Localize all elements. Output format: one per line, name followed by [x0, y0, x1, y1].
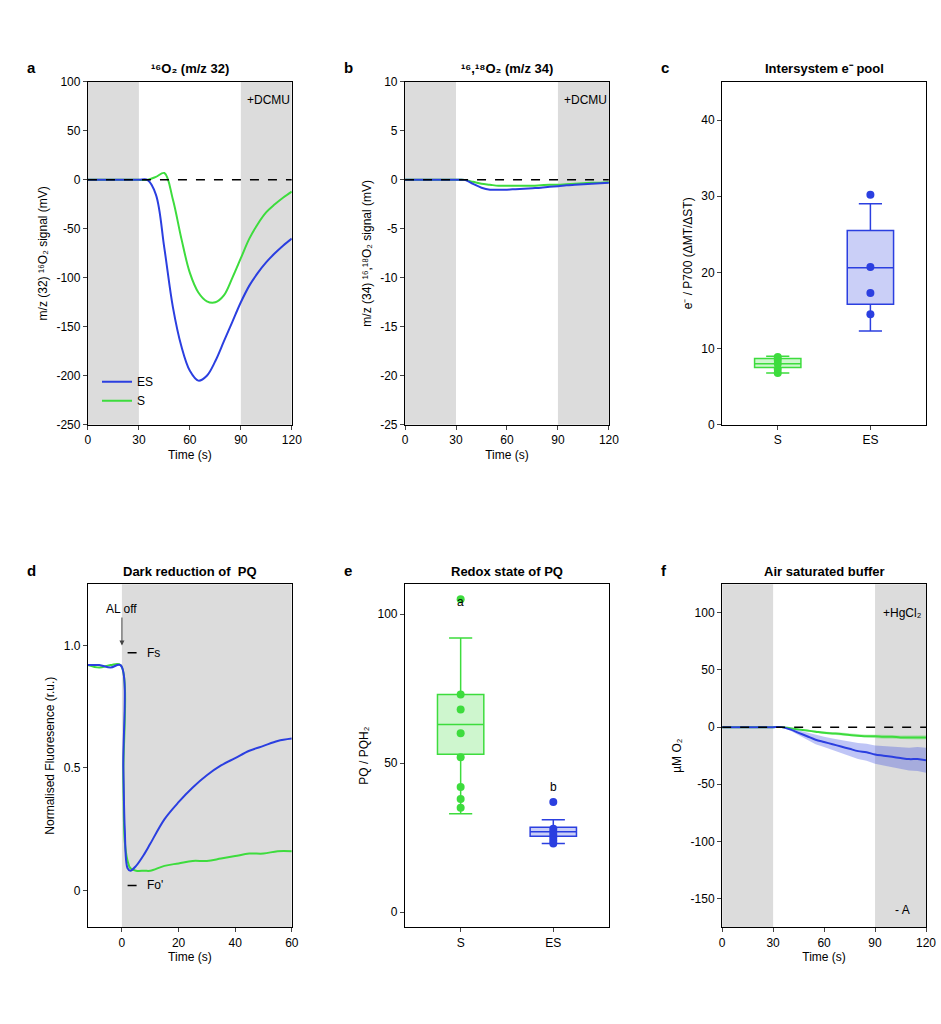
svg-text:- A: - A	[895, 903, 910, 917]
svg-text:0: 0	[119, 936, 126, 950]
svg-text:0: 0	[402, 433, 409, 447]
svg-text:+DCMU: +DCMU	[247, 93, 290, 107]
svg-text:0: 0	[74, 884, 81, 898]
svg-text:60: 60	[285, 936, 299, 950]
svg-text:Fs: Fs	[147, 646, 160, 660]
svg-text:-50: -50	[63, 222, 81, 236]
svg-text:-10: -10	[380, 271, 398, 285]
svg-text:60: 60	[500, 433, 514, 447]
svg-text:120: 120	[599, 433, 619, 447]
svg-text:AL off: AL off	[106, 602, 137, 616]
svg-text:0: 0	[391, 905, 398, 919]
svg-text:0: 0	[391, 173, 398, 187]
svg-text:a: a	[457, 595, 464, 609]
svg-text:+DCMU: +DCMU	[564, 93, 607, 107]
svg-text:-150: -150	[56, 320, 80, 334]
svg-text:e⁻ / P700 (ΔMT/ΔST): e⁻ / P700 (ΔMT/ΔST)	[681, 197, 695, 309]
svg-text:40: 40	[701, 113, 715, 127]
svg-text:0.5: 0.5	[64, 761, 81, 775]
svg-text:S: S	[457, 936, 465, 950]
svg-text:-100: -100	[691, 835, 715, 849]
svg-text:m/z (34) ¹⁶,¹⁸O₂ signal (mV): m/z (34) ¹⁶,¹⁸O₂ signal (mV)	[360, 180, 374, 327]
svg-text:e: e	[344, 562, 352, 579]
svg-text:60: 60	[817, 936, 831, 950]
svg-text:-150: -150	[691, 892, 715, 906]
svg-text:Time (s): Time (s)	[485, 448, 529, 462]
svg-text:50: 50	[384, 756, 398, 770]
svg-text:120: 120	[282, 433, 302, 447]
svg-text:30: 30	[132, 433, 146, 447]
svg-text:30: 30	[766, 936, 780, 950]
svg-text:PQ / PQH₂: PQ / PQH₂	[357, 726, 371, 784]
svg-text:100: 100	[60, 75, 80, 89]
svg-text:90: 90	[868, 936, 882, 950]
svg-text:-20: -20	[380, 369, 398, 383]
svg-text:5: 5	[391, 124, 398, 138]
svg-text:m/z (32) ¹⁶O₂ signal (mV): m/z (32) ¹⁶O₂ signal (mV)	[36, 186, 50, 320]
svg-text:b: b	[344, 59, 353, 76]
svg-text:Air saturated buffer: Air saturated buffer	[764, 564, 885, 579]
svg-text:ES: ES	[545, 936, 561, 950]
svg-text:Dark reduction of PQ: Dark reduction of PQ	[123, 564, 257, 579]
svg-text:1.0: 1.0	[64, 639, 81, 653]
svg-text:-15: -15	[380, 320, 398, 334]
svg-text:90: 90	[234, 433, 248, 447]
svg-text:f: f	[661, 562, 667, 579]
svg-text:Time (s): Time (s)	[168, 950, 212, 964]
svg-text:-50: -50	[697, 777, 715, 791]
svg-text:-200: -200	[56, 369, 80, 383]
svg-text:Time (s): Time (s)	[802, 950, 846, 964]
svg-text:100: 100	[695, 606, 715, 620]
svg-text:0: 0	[719, 936, 726, 950]
svg-text:-25: -25	[380, 418, 398, 432]
svg-text:10: 10	[701, 342, 715, 356]
svg-text:¹⁶,¹⁸O₂ (m/z 34): ¹⁶,¹⁸O₂ (m/z 34)	[461, 61, 553, 76]
svg-text:30: 30	[701, 189, 715, 203]
svg-text:S: S	[774, 433, 782, 447]
svg-text:Redox state of PQ: Redox state of PQ	[451, 564, 563, 579]
svg-text:Normalised Fluoresence (r.u.): Normalised Fluoresence (r.u.)	[43, 677, 57, 835]
svg-text:0: 0	[85, 433, 92, 447]
svg-text:b: b	[550, 780, 557, 794]
svg-text:40: 40	[228, 936, 242, 950]
svg-text:100: 100	[378, 607, 398, 621]
svg-text:120: 120	[916, 936, 936, 950]
svg-text:10: 10	[384, 75, 398, 89]
svg-text:-5: -5	[387, 222, 398, 236]
svg-text:30: 30	[449, 433, 463, 447]
svg-text:Time (s): Time (s)	[168, 448, 212, 462]
svg-text:S: S	[137, 394, 145, 408]
svg-text:20: 20	[172, 936, 186, 950]
svg-text:Fo': Fo'	[147, 878, 163, 892]
svg-text:d: d	[27, 562, 36, 579]
svg-text:ES: ES	[137, 375, 153, 389]
svg-text:0: 0	[708, 418, 715, 432]
svg-text:µM O₂: µM O₂	[670, 738, 684, 773]
svg-text:a: a	[27, 59, 36, 76]
svg-text:c: c	[661, 59, 669, 76]
svg-text:50: 50	[701, 663, 715, 677]
svg-text:ES: ES	[862, 433, 878, 447]
svg-text:-250: -250	[56, 418, 80, 432]
svg-text:-100: -100	[56, 271, 80, 285]
svg-text:+HgCl₂: +HgCl₂	[883, 606, 922, 620]
svg-text:Intersystem e⁻ pool: Intersystem e⁻ pool	[765, 61, 884, 76]
svg-text:0: 0	[74, 173, 81, 187]
svg-text:50: 50	[67, 124, 81, 138]
svg-text:0: 0	[708, 720, 715, 734]
svg-text:20: 20	[701, 266, 715, 280]
svg-text:90: 90	[551, 433, 565, 447]
svg-text:60: 60	[183, 433, 197, 447]
svg-text:¹⁶O₂ (m/z 32): ¹⁶O₂ (m/z 32)	[151, 61, 229, 76]
